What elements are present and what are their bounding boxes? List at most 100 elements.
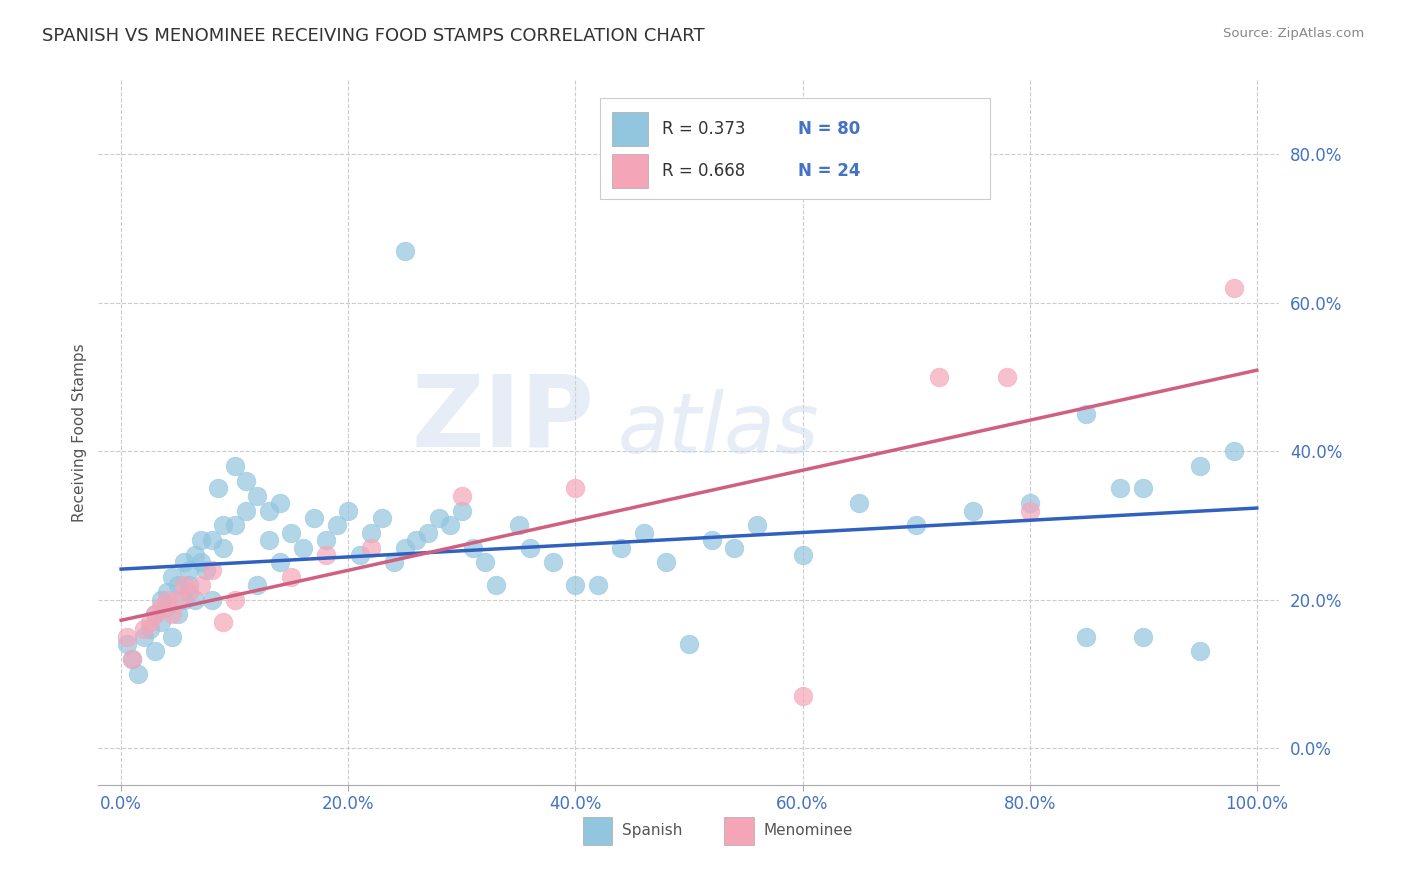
FancyBboxPatch shape [612, 154, 648, 188]
Point [224, 458, 246, 473]
Point [848, 496, 870, 510]
Point [235, 474, 257, 488]
Point [1132, 481, 1154, 495]
Text: R = 0.668: R = 0.668 [662, 162, 745, 180]
Point [450, 503, 472, 517]
Point [416, 525, 439, 540]
Point [269, 496, 291, 510]
Point [184, 548, 207, 562]
Point [349, 548, 371, 562]
Point [463, 541, 485, 555]
Point [508, 518, 530, 533]
Point [190, 577, 212, 591]
Point [962, 503, 984, 517]
Point [564, 481, 586, 495]
Point [121, 652, 143, 666]
Point [1223, 281, 1246, 295]
FancyBboxPatch shape [724, 817, 754, 845]
Point [610, 541, 633, 555]
Point [1132, 630, 1154, 644]
Point [302, 511, 325, 525]
Point [280, 525, 302, 540]
Point [928, 370, 950, 384]
Point [173, 592, 195, 607]
Point [427, 511, 450, 525]
Point [371, 511, 394, 525]
Point [995, 370, 1018, 384]
Point [1188, 644, 1211, 658]
Text: R = 0.373: R = 0.373 [662, 120, 745, 138]
Point [315, 548, 337, 562]
Point [1018, 496, 1040, 510]
Point [745, 518, 768, 533]
Point [190, 533, 212, 548]
Point [173, 577, 195, 591]
Point [474, 556, 496, 570]
Point [121, 652, 143, 666]
Point [723, 541, 745, 555]
Point [700, 533, 723, 548]
Point [224, 518, 246, 533]
Point [132, 622, 155, 636]
Point [315, 533, 337, 548]
Point [394, 244, 416, 258]
Text: SPANISH VS MENOMINEE RECEIVING FOOD STAMPS CORRELATION CHART: SPANISH VS MENOMINEE RECEIVING FOOD STAM… [42, 27, 704, 45]
Point [246, 577, 269, 591]
Text: N = 24: N = 24 [797, 162, 860, 180]
Point [224, 592, 246, 607]
Point [149, 592, 172, 607]
Point [235, 503, 257, 517]
Point [291, 541, 314, 555]
Point [201, 563, 224, 577]
Point [179, 585, 201, 599]
Point [167, 577, 190, 591]
Point [201, 533, 224, 548]
Point [212, 615, 235, 629]
Point [207, 481, 229, 495]
Point [115, 637, 138, 651]
Point [405, 533, 427, 548]
Point [173, 556, 195, 570]
Point [1223, 444, 1246, 458]
Point [162, 630, 183, 644]
Point [132, 630, 155, 644]
Point [143, 644, 166, 658]
FancyBboxPatch shape [600, 98, 990, 199]
Point [257, 533, 280, 548]
Point [439, 518, 461, 533]
Point [1076, 630, 1098, 644]
Point [143, 607, 166, 622]
Point [127, 666, 149, 681]
Point [450, 489, 472, 503]
Point [519, 541, 541, 555]
Point [337, 503, 360, 517]
Point [360, 541, 382, 555]
Point [155, 592, 177, 607]
Point [564, 577, 586, 591]
Point [1188, 458, 1211, 473]
Point [633, 525, 655, 540]
Y-axis label: Receiving Food Stamps: Receiving Food Stamps [72, 343, 87, 522]
Point [280, 570, 302, 584]
Point [326, 518, 349, 533]
Text: atlas: atlas [619, 389, 820, 469]
Point [246, 489, 269, 503]
Point [541, 556, 564, 570]
Text: N = 80: N = 80 [797, 120, 860, 138]
Point [586, 577, 609, 591]
Point [162, 570, 183, 584]
Point [138, 615, 160, 629]
Point [394, 541, 416, 555]
Point [1109, 481, 1132, 495]
Point [179, 563, 201, 577]
Point [269, 556, 291, 570]
Point [382, 556, 405, 570]
Text: Menominee: Menominee [763, 823, 852, 838]
Text: Source: ZipAtlas.com: Source: ZipAtlas.com [1223, 27, 1364, 40]
Point [212, 541, 235, 555]
Point [149, 599, 172, 614]
Point [149, 615, 172, 629]
Text: Spanish: Spanish [621, 823, 682, 838]
Point [138, 622, 160, 636]
Point [167, 592, 190, 607]
